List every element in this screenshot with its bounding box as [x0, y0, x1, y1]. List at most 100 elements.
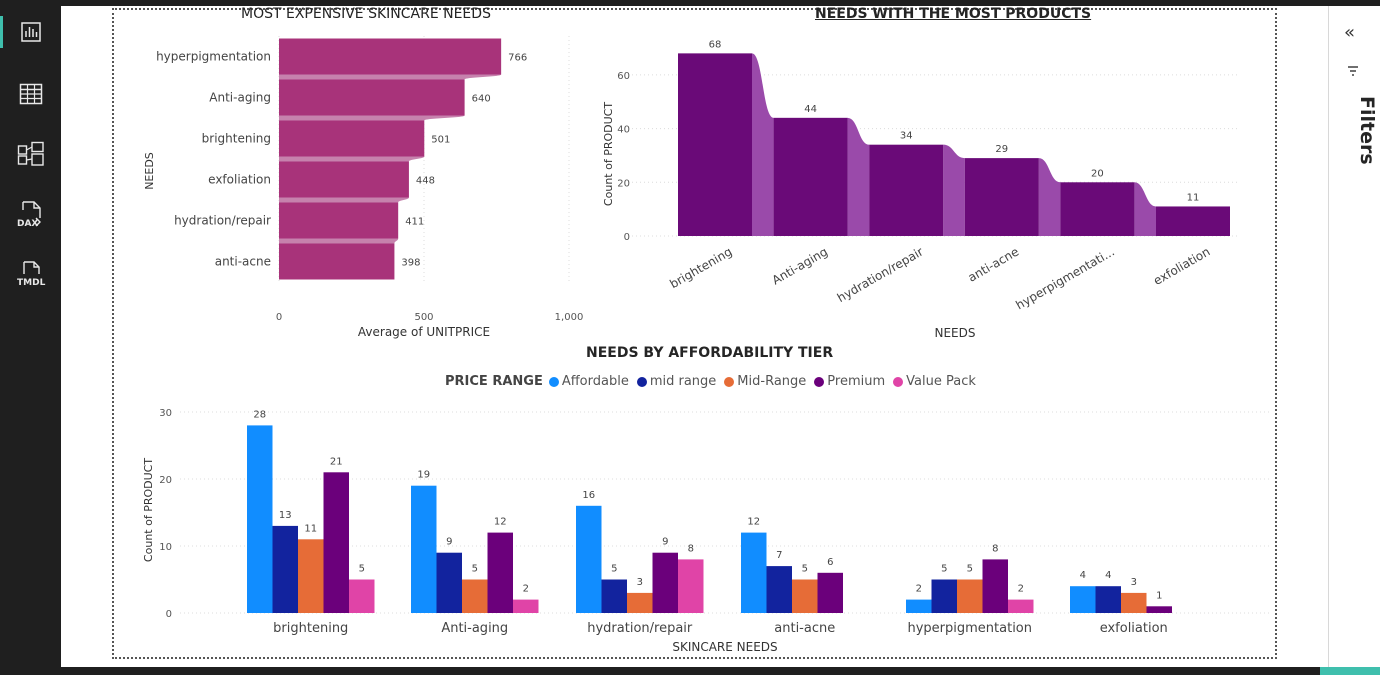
bar: [678, 559, 704, 613]
dax-query-view-icon[interactable]: DAX: [0, 192, 61, 236]
legend-swatch: [636, 376, 647, 387]
bar: [652, 552, 678, 613]
data-label: 16: [582, 490, 595, 501]
bar: [513, 599, 539, 613]
data-label: 4: [1080, 570, 1086, 581]
ribbon: [1038, 158, 1061, 236]
bar: [906, 599, 932, 613]
bar: [773, 117, 848, 236]
bar: [1121, 592, 1147, 613]
data-label: 5: [941, 564, 947, 575]
axis-title: NEEDS: [935, 326, 976, 340]
data-label: 3: [637, 577, 643, 588]
bar: [436, 552, 462, 613]
bar: [1146, 606, 1172, 613]
bar: [678, 53, 752, 236]
bar: [627, 592, 653, 613]
tick-label: 500: [414, 312, 433, 323]
chart-title: MOST EXPENSIVE SKINCARE NEEDS: [241, 6, 491, 22]
data-label: 19: [417, 470, 430, 481]
category-label: brightening: [202, 132, 271, 146]
legend-swatch: [548, 376, 559, 387]
bar: [279, 202, 399, 239]
category-label: hyperpigmentation: [156, 50, 271, 64]
category-label: anti-acne: [774, 621, 835, 636]
dax-document-icon: [21, 201, 41, 227]
legend-item[interactable]: Affordable: [548, 374, 629, 389]
legend-item[interactable]: Value Pack: [893, 374, 976, 389]
data-label: 5: [967, 564, 973, 575]
most-expensive-chart[interactable]: 0 500 1,000 766 hyperpigmentation 640 Anti-agi…: [120, 24, 595, 346]
filters-pane: [1329, 6, 1380, 667]
data-label: 11: [1187, 192, 1200, 203]
grid-icon: [19, 83, 42, 105]
category-label: brightening: [273, 621, 348, 636]
data-label: 5: [611, 564, 617, 575]
category-label: exfoliation: [208, 173, 271, 187]
axis-title: SKINCARE NEEDS: [672, 640, 777, 654]
legend-item[interactable]: Premium: [814, 374, 885, 389]
data-label: 640: [472, 94, 491, 105]
category-label: hydration/repair: [835, 244, 926, 305]
table-view-icon[interactable]: [0, 72, 61, 116]
bar: [957, 579, 983, 613]
legend-label: mid range: [649, 374, 717, 389]
bar: [279, 161, 409, 198]
bar: [279, 79, 465, 116]
tick-label: 20: [159, 475, 172, 486]
axis-title: Average of UNITPRICE: [358, 325, 490, 339]
bar: [982, 559, 1008, 613]
double-chevron-left-icon[interactable]: «: [1344, 22, 1356, 43]
tmdl-view-icon[interactable]: TMDL: [0, 252, 61, 296]
report-canvas-frame: [112, 8, 1277, 659]
data-label: 398: [401, 258, 420, 269]
bar: [1095, 586, 1121, 613]
model-view-icon[interactable]: [0, 132, 61, 176]
ribbon: [752, 53, 774, 236]
data-label: 21: [330, 456, 343, 467]
report-view-icon[interactable]: [0, 10, 61, 54]
ribbon: [847, 117, 870, 236]
bar: [462, 579, 488, 613]
most-products-chart[interactable]: 0 20 40 60 68 brightening 44 Anti-aging 34 hydrat…: [595, 24, 1275, 346]
bar: [349, 579, 375, 613]
bar: [601, 579, 627, 613]
data-label: 13: [279, 510, 292, 521]
chart-title: NEEDS WITH THE MOST PRODUCTS: [815, 6, 1092, 22]
bottom-bar: [61, 667, 1380, 675]
ribbon: [1134, 182, 1156, 236]
legend-swatch: [724, 376, 735, 387]
filter-icon[interactable]: [1347, 66, 1359, 76]
legend-item[interactable]: mid range: [636, 374, 717, 389]
bar: [298, 539, 324, 613]
bar: [279, 243, 395, 280]
tick-label: 30: [159, 408, 172, 419]
bar: [766, 566, 792, 613]
data-label: 20: [1091, 168, 1104, 179]
tick-label: 0: [166, 609, 172, 620]
data-label: 34: [900, 131, 913, 142]
tick-label: 40: [617, 125, 630, 136]
category-label: Anti-aging: [209, 91, 271, 105]
legend-label: Value Pack: [906, 374, 976, 389]
pane-divider: [1328, 6, 1329, 667]
bar: [576, 505, 602, 613]
bar: [247, 425, 273, 613]
bar-chart-icon: [20, 22, 41, 42]
data-label: 9: [662, 537, 668, 548]
filters-label[interactable]: Filters: [1356, 96, 1378, 165]
category-label: exfoliation: [1100, 621, 1168, 636]
bar: [411, 485, 437, 613]
data-label: 6: [827, 557, 833, 568]
data-label: 448: [416, 176, 435, 187]
tick-label: 20: [617, 178, 630, 189]
legend-item[interactable]: Mid-Range: [724, 374, 806, 389]
bar: [931, 579, 957, 613]
chart-title: NEEDS BY AFFORDABILITY TIER: [586, 345, 834, 361]
dax-label: DAX: [17, 219, 39, 229]
tmdl-document-icon: [22, 261, 40, 274]
tick-label: 10: [159, 542, 172, 553]
top-bar: [0, 0, 1380, 6]
bar: [272, 525, 298, 613]
